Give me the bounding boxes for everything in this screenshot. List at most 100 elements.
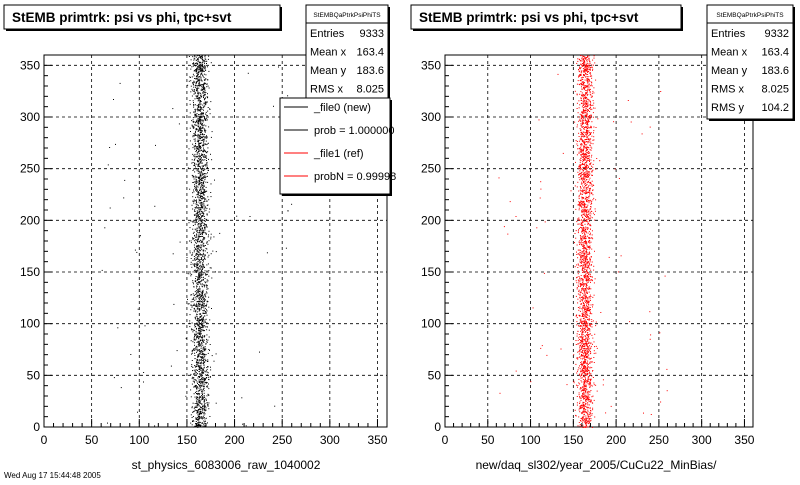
data-point: [592, 194, 593, 195]
data-point: [120, 83, 121, 84]
data-point: [208, 270, 209, 271]
data-point: [201, 322, 202, 323]
data-point: [214, 361, 215, 362]
data-point: [194, 381, 195, 382]
data-point: [585, 392, 586, 393]
data-point: [198, 130, 199, 131]
data-point: [204, 294, 205, 295]
data-point: [204, 195, 205, 196]
data-point: [199, 321, 200, 322]
data-point: [587, 72, 588, 73]
data-point: [589, 420, 590, 421]
data-point: [588, 228, 589, 229]
data-point: [194, 64, 195, 65]
data-point: [202, 398, 203, 399]
data-point: [585, 326, 586, 327]
data-point: [581, 219, 582, 220]
data-point: [591, 237, 592, 238]
data-point: [195, 294, 196, 295]
data-point: [205, 165, 206, 166]
data-point: [579, 347, 580, 348]
data-point: [194, 263, 195, 264]
data-point: [580, 301, 581, 302]
data-point: [199, 299, 200, 300]
data-point: [204, 390, 205, 391]
data-point: [587, 222, 588, 223]
data-point: [201, 296, 202, 297]
data-point: [577, 61, 578, 62]
data-point: [204, 410, 205, 411]
data-point: [200, 116, 201, 117]
data-point: [580, 149, 581, 150]
data-point: [586, 312, 587, 313]
data-point: [583, 295, 584, 296]
data-point: [578, 100, 579, 101]
data-point: [581, 347, 582, 348]
data-point: [589, 257, 590, 258]
data-point: [195, 371, 196, 372]
data-point: [590, 270, 591, 271]
data-point: [202, 260, 203, 261]
data-point: [584, 373, 585, 374]
data-point: [194, 374, 195, 375]
data-point: [202, 204, 203, 205]
data-point: [582, 186, 583, 187]
y-tick-label: 100: [20, 317, 40, 331]
data-point: [590, 421, 591, 422]
data-point: [588, 352, 589, 353]
data-point: [172, 108, 173, 109]
data-point: [200, 328, 201, 329]
data-point: [578, 231, 579, 232]
data-point: [206, 160, 207, 161]
data-point: [205, 245, 206, 246]
data-point: [200, 64, 201, 65]
data-point: [209, 350, 210, 351]
data-point: [203, 214, 204, 215]
data-point: [201, 80, 202, 81]
data-point: [203, 296, 204, 297]
data-point: [590, 138, 591, 139]
data-point: [580, 250, 581, 251]
data-point: [585, 403, 586, 404]
data-point: [581, 197, 582, 198]
data-point: [206, 61, 207, 62]
data-point: [196, 73, 197, 74]
data-point: [581, 396, 582, 397]
data-point: [198, 223, 199, 224]
data-point: [200, 294, 201, 295]
data-point: [202, 163, 203, 164]
data-point: [192, 421, 193, 422]
data-point: [193, 170, 194, 171]
data-point: [589, 152, 590, 153]
data-point: [203, 349, 204, 350]
data-point: [204, 150, 205, 151]
data-point: [206, 163, 207, 164]
data-point: [193, 330, 194, 331]
data-point: [197, 383, 198, 384]
data-point: [581, 361, 582, 362]
data-point: [197, 246, 198, 247]
data-point: [192, 56, 193, 57]
data-point: [196, 220, 197, 221]
data-point: [201, 96, 202, 97]
data-point: [197, 91, 198, 92]
data-point: [194, 379, 195, 380]
data-point: [587, 227, 588, 228]
data-point: [205, 69, 206, 70]
data-point: [580, 266, 581, 267]
data-point: [191, 396, 192, 397]
data-point: [593, 105, 594, 106]
data-point: [579, 281, 580, 282]
data-point: [581, 72, 582, 73]
data-point: [582, 164, 583, 165]
data-point: [583, 385, 584, 386]
data-point: [189, 222, 190, 223]
data-point: [196, 349, 197, 350]
data-point: [589, 159, 590, 160]
data-point: [208, 307, 209, 308]
data-point: [591, 249, 592, 250]
data-point: [203, 144, 204, 145]
data-point: [590, 225, 591, 226]
data-point: [199, 195, 200, 196]
data-point: [199, 118, 200, 119]
